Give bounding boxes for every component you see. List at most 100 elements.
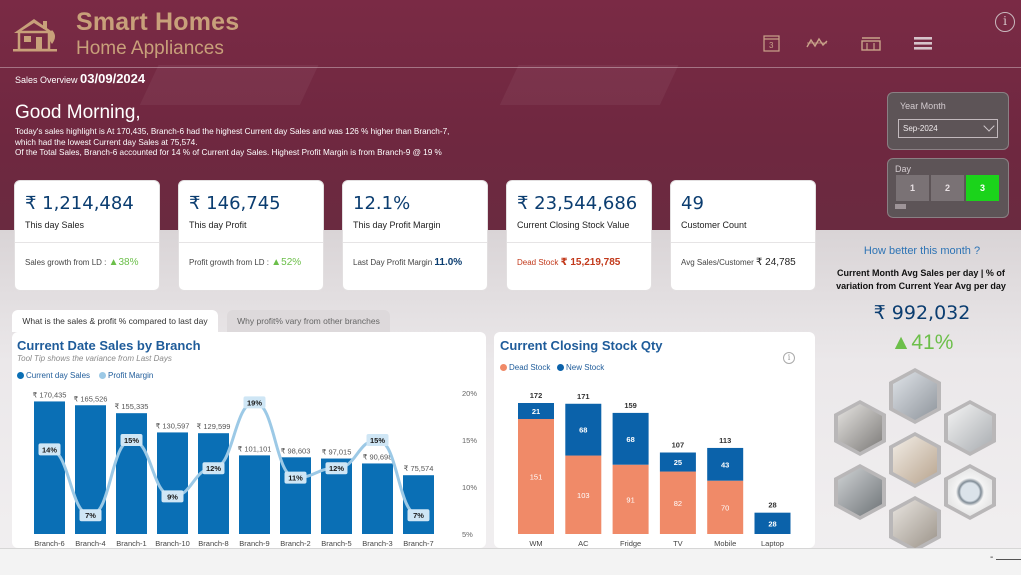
legend-dead-stock: Dead Stock: [500, 363, 550, 372]
legend-dot: [557, 364, 564, 371]
sales-overview-label: Sales Overview 03/09/2024: [15, 71, 146, 86]
sales-bar: [239, 455, 270, 534]
y2-tick-label: 15%: [462, 436, 477, 445]
page-indicator: -: [990, 552, 994, 563]
product-hexagon-gallery: [828, 368, 1018, 552]
kpi-value: 12.1%: [353, 193, 411, 214]
kpi-footer: Dead Stock ₹ 15,219,785: [517, 257, 621, 268]
x-tick-label: Branch-5: [321, 539, 351, 548]
day-button-3[interactable]: 3: [966, 175, 999, 201]
sales-bar: [116, 413, 147, 534]
year-month-dropdown[interactable]: Sep-2024: [898, 119, 998, 138]
x-tick-label: Branch-10: [155, 539, 190, 548]
new-stock-label: 21: [532, 407, 540, 416]
x-tick-label: Branch-8: [198, 539, 228, 548]
calendar-icon[interactable]: 3: [762, 34, 784, 52]
new-stock-bar: [659, 452, 696, 472]
laptop-image: [834, 464, 886, 520]
trend-icon[interactable]: [806, 34, 828, 52]
better-month-title: How better this month ?: [863, 245, 981, 257]
legend-new-stock: New Stock: [557, 363, 604, 372]
profit-margin-line: [49, 400, 419, 517]
year-month-label: Year Month: [900, 101, 946, 111]
x-tick-label: WM: [529, 539, 542, 548]
new-stock-bar: [565, 403, 602, 456]
tab-sales-profit-compare[interactable]: What is the sales & profit % compared to…: [12, 310, 218, 332]
kpi-day-sales: ₹ 1,214,484 This day Sales Sales growth …: [14, 180, 160, 291]
dead-stock-bar: [612, 464, 649, 534]
sales-bar: [198, 433, 229, 534]
legend-current-day-sales: Current day Sales: [17, 371, 90, 380]
x-tick-label: Branch-9: [239, 539, 269, 548]
kpi-value: ₹ 23,544,686: [517, 193, 638, 214]
x-tick-label: Branch-2: [280, 539, 310, 548]
menu-icon[interactable]: [912, 34, 934, 52]
margin-data-label: 12%: [329, 464, 344, 473]
kpi-divider: [15, 242, 159, 243]
better-month-value: ₹ 992,032: [873, 302, 971, 324]
sales-data-label: ₹ 129,599: [197, 422, 231, 431]
sales-data-label: ₹ 170,435: [33, 390, 67, 399]
kpi-footer: Last Day Profit Margin 11.0%: [353, 257, 463, 268]
air-conditioner-image: [944, 400, 996, 456]
info-icon[interactable]: i: [995, 12, 1015, 32]
x-tick-label: Branch-4: [75, 539, 105, 548]
sales-data-label: ₹ 155,335: [115, 402, 149, 411]
better-month-pct: ▲41%: [890, 331, 954, 354]
margin-label-bg: [325, 462, 348, 475]
y2-tick-label: 20%: [462, 389, 477, 398]
day-label: Day: [895, 164, 912, 174]
legend-dot: [17, 372, 24, 379]
day-button-2[interactable]: 2: [931, 175, 964, 201]
sales-bar: [157, 432, 188, 534]
overview-date: 03/09/2024: [80, 71, 146, 86]
margin-label-bg: [284, 471, 307, 484]
header-divider: [0, 67, 1021, 68]
x-tick-label: Branch-1: [116, 539, 146, 548]
tab-profit-variance[interactable]: Why profit% vary from other branches: [227, 310, 390, 332]
store-icon[interactable]: [860, 34, 882, 52]
margin-data-label: 9%: [167, 492, 178, 501]
house-logo-icon: [13, 19, 57, 52]
margin-data-label: 12%: [206, 464, 221, 473]
x-tick-label: Laptop: [761, 539, 784, 548]
branch-chart-title: Current Date Sales by Branch: [17, 338, 201, 353]
dead-stock-label: 82: [674, 499, 682, 508]
living-room-image: [889, 432, 941, 488]
x-tick-label: Branch-3: [362, 539, 392, 548]
day-scrollbar[interactable]: [895, 204, 906, 209]
margin-label-bg: [161, 490, 184, 503]
new-stock-label: 43: [721, 460, 729, 469]
new-stock-bar: [754, 512, 791, 534]
stock-total-label: 113: [719, 436, 731, 445]
dead-stock-bar: [707, 480, 744, 534]
kpi-day-profit: ₹ 146,745 This day Profit Profit growth …: [178, 180, 324, 291]
margin-label-bg: [202, 462, 225, 475]
kpi-divider: [671, 242, 815, 243]
greeting: Good Morning,: [15, 102, 141, 123]
better-month-subtitle: Current Month Avg Sales per day | % of v…: [836, 268, 1006, 291]
margin-data-label: 19%: [247, 398, 262, 407]
closing-stock-chart: 151 21 172 WM 103 68 171 AC 91 68 159 Fridge 82 25 107…: [518, 391, 791, 548]
margin-data-label: 11%: [288, 474, 303, 483]
sales-data-label: ₹ 101,101: [238, 444, 272, 453]
margin-data-label: 7%: [85, 511, 96, 520]
stock-total-label: 159: [624, 401, 637, 410]
y2-tick-label: 5%: [462, 530, 473, 539]
brand-subtitle: Home Appliances: [76, 38, 224, 59]
new-stock-bar: [707, 447, 744, 481]
stock-total-label: 107: [672, 441, 685, 450]
x-tick-label: TV: [673, 539, 683, 548]
new-stock-bar: [518, 403, 554, 419]
dead-stock-label: 70: [721, 503, 729, 512]
chevron-down-icon: [983, 120, 995, 132]
sales-bar: [362, 463, 393, 534]
kpi-label: This day Profit Margin: [353, 220, 441, 230]
day-button-1[interactable]: 1: [896, 175, 929, 201]
dead-stock-bar: [565, 455, 602, 534]
kpi-value: 49: [681, 193, 704, 214]
info-icon[interactable]: i: [783, 352, 795, 364]
x-tick-label: Branch-7: [403, 539, 433, 548]
sales-data-label: ₹ 165,526: [74, 394, 108, 403]
margin-label-bg: [366, 434, 389, 446]
